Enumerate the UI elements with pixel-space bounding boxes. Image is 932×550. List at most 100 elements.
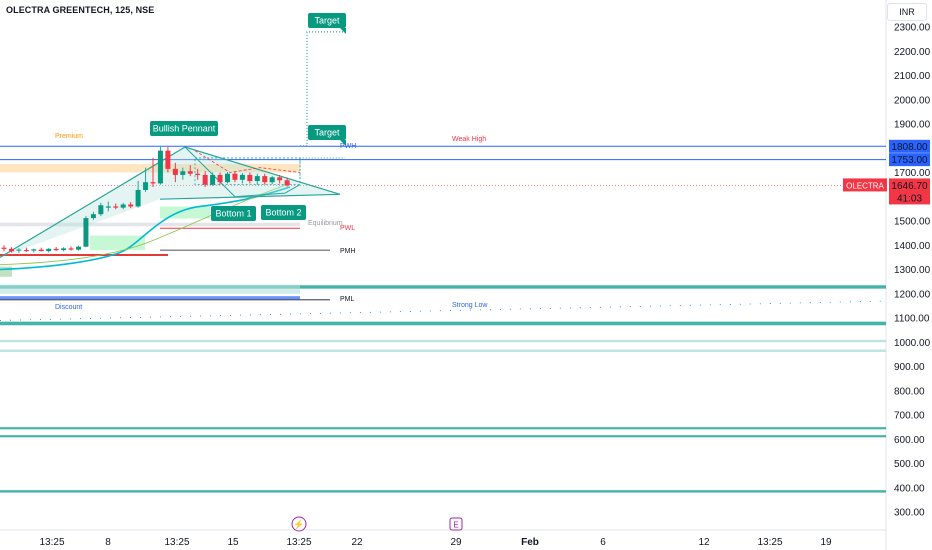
target-1-label-tail — [340, 140, 346, 146]
strong-low-line — [0, 300, 887, 321]
candle-body — [262, 176, 268, 183]
order-block — [90, 235, 145, 251]
price-tag-value: 1808.00 — [891, 142, 928, 153]
candle-body — [225, 173, 230, 183]
price-tag-box — [889, 153, 930, 167]
candle-body — [90, 214, 96, 219]
bullish-pennant-label: Bullish Pennant — [150, 121, 218, 136]
y-axis-tick: 2100.00 — [894, 71, 931, 82]
candle-body — [120, 204, 126, 208]
candle-body — [254, 176, 260, 181]
moving-average-line — [0, 183, 291, 266]
pennant-target-box — [194, 150, 301, 173]
pennant-fill — [0, 147, 340, 258]
y-axis-tick: 600.00 — [894, 435, 925, 446]
candle-body — [113, 206, 119, 208]
candle-body — [187, 171, 193, 174]
discount-label: Discount — [55, 304, 82, 311]
double-bottom-line — [184, 146, 301, 198]
zone-band — [0, 427, 886, 430]
y-axis-tick: 2200.00 — [894, 47, 931, 58]
candle-body — [16, 249, 22, 251]
zone-band — [0, 349, 886, 352]
discount-line — [0, 296, 300, 300]
candle-body — [165, 150, 171, 169]
candle-body — [217, 174, 223, 183]
bottom-2-label-box — [261, 205, 306, 220]
discount-zone — [0, 284, 300, 294]
candle-body — [31, 249, 37, 251]
bottom-1-label-text: Bottom 1 — [215, 209, 251, 219]
y-axis-tick: 1400.00 — [894, 241, 931, 252]
moving-average-line — [0, 186, 291, 271]
target-1-label: Target — [308, 125, 346, 146]
y-axis-tick: 900.00 — [894, 362, 925, 373]
bottom-1-label: Bottom 1 — [211, 206, 256, 221]
candle-body — [8, 248, 14, 252]
equilibrium-zone — [0, 222, 300, 227]
dividend-icon-circle — [291, 516, 307, 532]
y-axis-tick: 1300.00 — [894, 265, 931, 276]
pml-label: PML — [340, 296, 355, 303]
x-axis-tick: 15 — [227, 537, 239, 548]
candle-body — [143, 182, 149, 190]
y-axis-tick: 1000.00 — [894, 338, 931, 349]
y-axis-tick: 400.00 — [894, 483, 925, 494]
candle-body — [247, 174, 253, 181]
candle-body — [135, 189, 141, 207]
x-axis-tick: 22 — [351, 537, 363, 548]
x-axis-tick: 29 — [450, 537, 462, 548]
earnings-icon-box — [449, 517, 463, 531]
pwl-label: PWL — [340, 225, 355, 232]
demand-zone — [0, 266, 12, 277]
y-axis-tick: 1900.00 — [894, 120, 931, 131]
y-axis-tick: 700.00 — [894, 411, 925, 422]
dividend-icon[interactable]: ⚡ — [291, 516, 307, 532]
candle-body — [150, 182, 156, 184]
candle-body — [180, 171, 186, 175]
candle-body — [202, 174, 208, 185]
zone-band — [0, 285, 886, 289]
pennant-outline — [0, 146, 341, 258]
candle-body — [61, 248, 67, 251]
candle-body — [38, 249, 44, 252]
countdown-value: 41:03 — [897, 193, 922, 204]
zone-band — [0, 339, 886, 343]
x-axis-tick: 13:25 — [39, 537, 64, 548]
symbol-tag-box — [843, 178, 887, 192]
currency-selector[interactable]: INR — [887, 3, 927, 21]
target-2-label-tail — [340, 28, 346, 34]
bottom-2-label-text: Bottom 2 — [265, 208, 301, 218]
earnings-icon[interactable]: E — [449, 517, 463, 531]
candle-body — [83, 218, 89, 247]
candle-body — [53, 248, 59, 251]
target-1-label-text: Target — [314, 128, 340, 138]
x-axis-tick: 6 — [600, 537, 606, 548]
chart-title: OLECTRA GREENTECH, 125, NSE — [6, 5, 155, 15]
y-axis-tick: 2300.00 — [894, 23, 931, 34]
pwh-label: PWH — [340, 143, 356, 150]
candle-body — [46, 248, 52, 252]
candle-body — [269, 177, 275, 183]
candle-body — [277, 177, 283, 181]
x-axis-tick: 13:25 — [286, 537, 311, 548]
pennant-range-box — [194, 157, 301, 186]
candle-body — [210, 174, 216, 185]
y-axis-tick: 300.00 — [894, 508, 925, 519]
candle-body — [284, 180, 290, 186]
x-axis-tick: 13:25 — [757, 537, 782, 548]
target-2-label-text: Target — [314, 16, 340, 26]
x-axis-tick: 12 — [698, 537, 710, 548]
bottom-2-label: Bottom 2 — [261, 205, 306, 220]
target-projection — [300, 31, 345, 147]
pmh-label: PMH — [340, 248, 356, 255]
candle-body — [23, 250, 29, 252]
price-tag-value: 1753.00 — [891, 155, 928, 166]
zone-band — [0, 321, 886, 326]
target-2-label-box — [308, 13, 346, 28]
x-axis-tick: 19 — [820, 537, 832, 548]
y-axis-tick: 2000.00 — [894, 95, 931, 106]
bottom-1-label-box — [211, 206, 256, 221]
candle-body — [98, 205, 104, 215]
